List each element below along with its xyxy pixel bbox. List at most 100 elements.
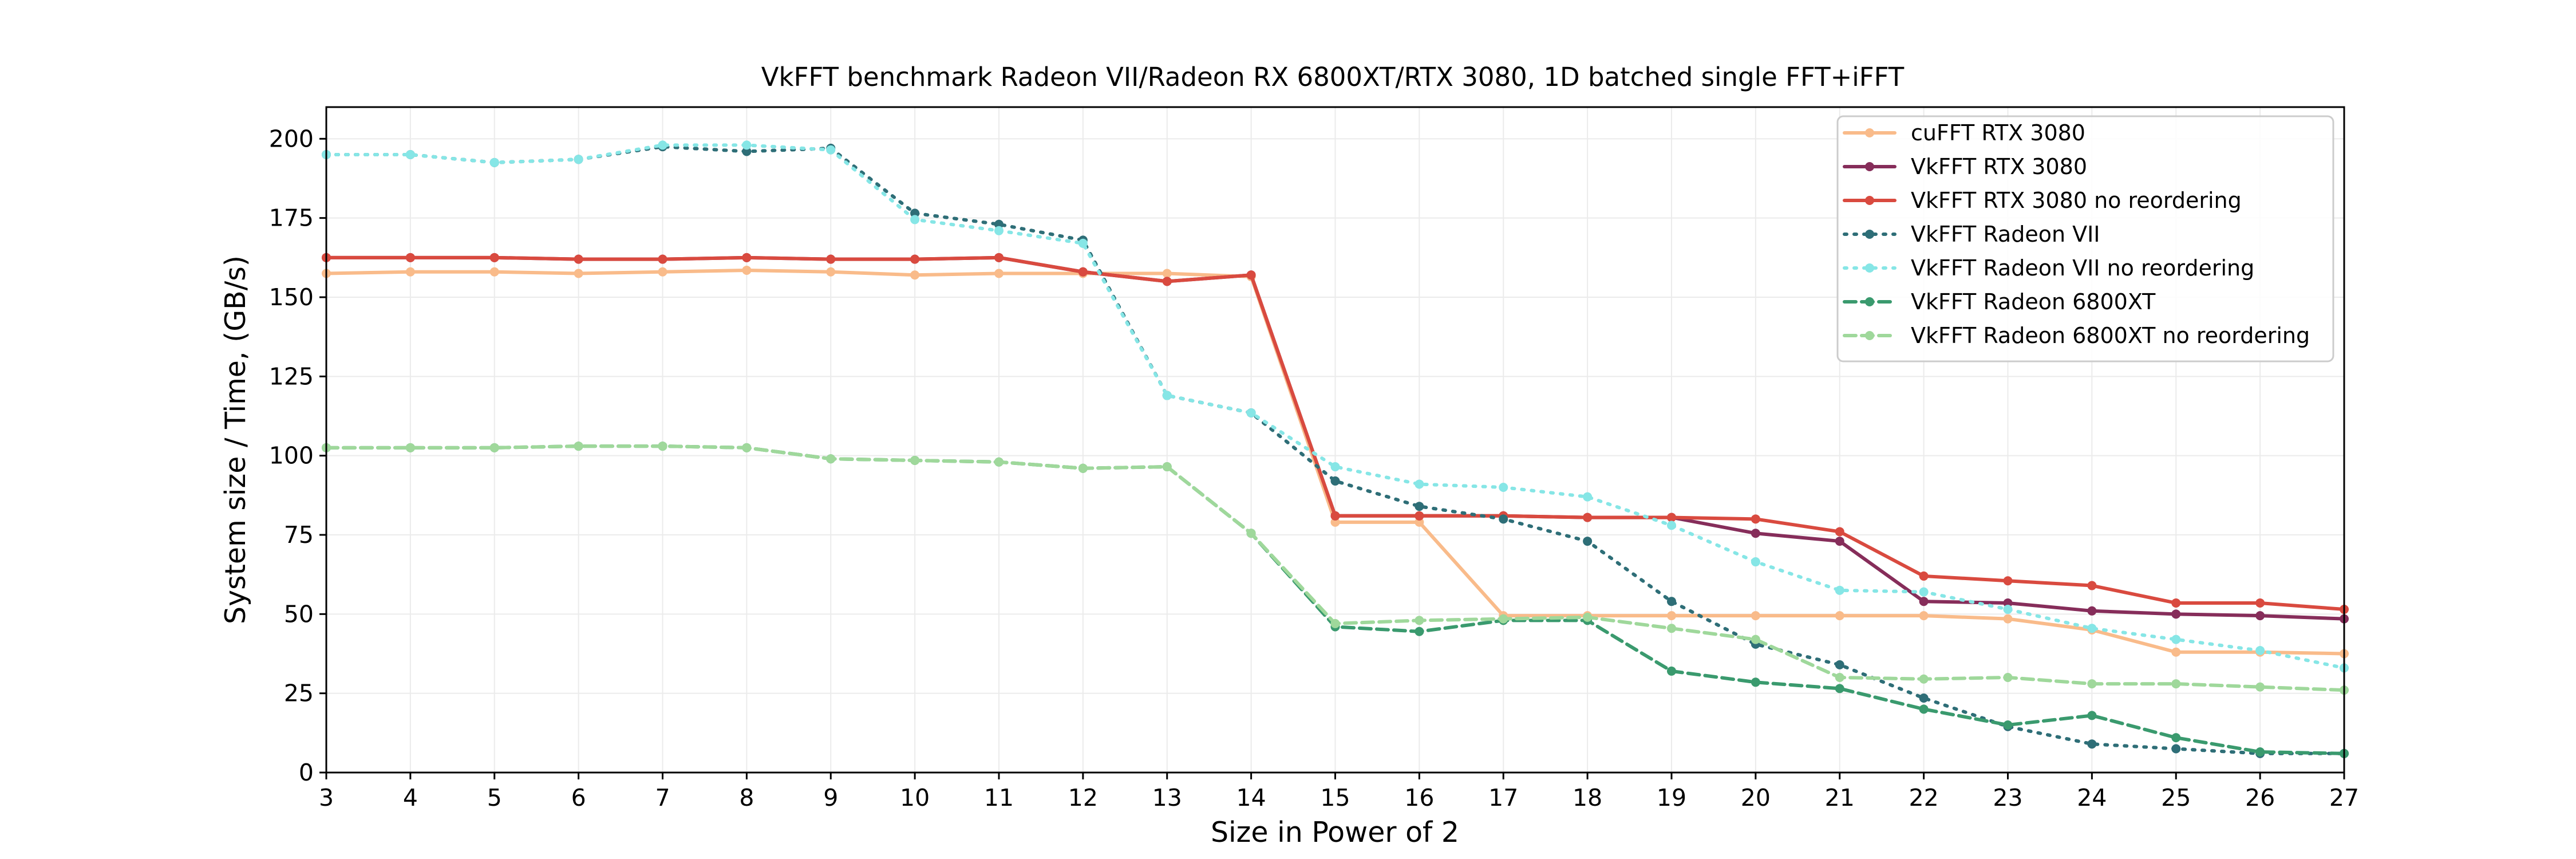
x-tick-label: 26: [2245, 784, 2275, 811]
data-point: [1751, 557, 1760, 567]
series-7: [322, 442, 2349, 695]
data-point: [2003, 614, 2013, 624]
data-point: [994, 226, 1003, 235]
data-point: [1751, 514, 1760, 524]
data-point: [742, 265, 752, 275]
x-tick-label: 9: [823, 784, 838, 811]
data-point: [1499, 514, 1508, 524]
data-point: [2087, 606, 2097, 616]
data-point: [910, 254, 920, 264]
x-tick-label: 20: [1741, 784, 1771, 811]
legend-marker: [1865, 297, 1874, 306]
x-tick-label: 23: [1993, 784, 2022, 811]
data-point: [1667, 521, 1676, 530]
chart-title: VkFFT benchmark Radeon VII/Radeon RX 680…: [761, 62, 1905, 92]
legend-label: VkFFT Radeon VII no reordering: [1911, 255, 2254, 281]
data-point: [1835, 611, 1844, 621]
data-point: [1583, 492, 1593, 502]
data-point: [1415, 479, 1424, 489]
data-point: [489, 267, 499, 277]
grid: [326, 107, 2345, 773]
x-tick-label: 24: [2077, 784, 2107, 811]
series-5: [322, 140, 2349, 673]
data-point: [2003, 673, 2013, 682]
x-tick-label: 16: [1404, 784, 1434, 811]
data-point: [742, 140, 752, 150]
x-tick-label: 21: [1825, 784, 1855, 811]
y-tick-label: 175: [269, 204, 314, 232]
data-point: [1415, 502, 1424, 511]
data-point: [2087, 679, 2097, 689]
data-point: [1919, 674, 1929, 684]
y-tick-label: 75: [284, 521, 314, 549]
legend-marker: [1865, 128, 1874, 137]
data-point: [742, 147, 752, 156]
data-point: [1415, 517, 1424, 527]
legend-label: VkFFT Radeon 6800XT: [1911, 289, 2156, 314]
data-point: [2171, 647, 2181, 657]
data-point: [1415, 616, 1424, 625]
y-tick-label: 50: [284, 600, 314, 628]
data-point: [1330, 618, 1340, 628]
data-point: [1751, 611, 1760, 621]
legend-entry: VkFFT Radeon VII no reordering: [1843, 255, 2254, 281]
legend-label: VkFFT Radeon VII: [1911, 222, 2100, 247]
data-point: [2171, 679, 2181, 689]
y-axis-label: System size / Time, (GB/s): [219, 255, 252, 624]
legend-label: VkFFT Radeon 6800XT no reordering: [1911, 323, 2310, 348]
y-tick-label: 0: [299, 759, 314, 786]
data-point: [1330, 476, 1340, 486]
data-point: [658, 442, 667, 451]
x-tick-label: 7: [655, 784, 670, 811]
data-point: [1667, 611, 1676, 621]
data-point: [1919, 611, 1929, 621]
data-point: [1330, 517, 1340, 527]
data-point: [1246, 529, 1256, 538]
data-point: [1246, 270, 1256, 280]
data-point: [574, 269, 583, 278]
x-tick-label: 11: [984, 784, 1014, 811]
data-point: [2171, 733, 2181, 743]
legend-marker: [1865, 162, 1874, 171]
data-point: [574, 442, 583, 451]
data-point: [826, 254, 836, 264]
x-tick-label: 4: [403, 784, 418, 811]
data-point: [1919, 704, 1929, 714]
data-point: [1751, 677, 1760, 687]
data-point: [1835, 537, 1844, 546]
legend-box: [1836, 115, 2334, 362]
x-tick-label: 10: [900, 784, 930, 811]
data-point: [2171, 609, 2181, 619]
data-point: [574, 254, 583, 264]
data-point: [1583, 513, 1593, 522]
data-point: [1583, 537, 1593, 546]
data-point: [826, 267, 836, 277]
data-point: [994, 457, 1003, 467]
data-point: [2003, 576, 2013, 586]
data-point: [1162, 462, 1172, 472]
data-point: [1835, 585, 1844, 595]
data-point: [1667, 624, 1676, 633]
data-point: [1246, 408, 1256, 417]
data-point: [1415, 511, 1424, 521]
data-point: [1499, 614, 1508, 624]
data-point: [2087, 739, 2097, 749]
data-point: [1919, 587, 1929, 597]
x-tick-label: 8: [739, 784, 754, 811]
data-point: [742, 443, 752, 452]
x-tick-label: 27: [2329, 784, 2359, 811]
data-point: [1919, 597, 1929, 606]
data-point: [1162, 391, 1172, 400]
x-axis-label: Size in Power of 2: [1211, 816, 1459, 849]
legend-marker: [1865, 263, 1874, 273]
data-point: [1162, 269, 1172, 278]
data-point: [1583, 612, 1593, 622]
series-3: [322, 253, 2349, 614]
data-point: [1330, 511, 1340, 521]
data-point: [2003, 605, 2013, 614]
x-tick-label: 19: [1657, 784, 1686, 811]
legend: cuFFT RTX 3080 VkFFT RTX 3080 VkFFT RTX 30…: [1836, 115, 2334, 362]
y-tick-label: 25: [284, 680, 314, 707]
data-point: [405, 150, 415, 159]
data-point: [1667, 513, 1676, 522]
